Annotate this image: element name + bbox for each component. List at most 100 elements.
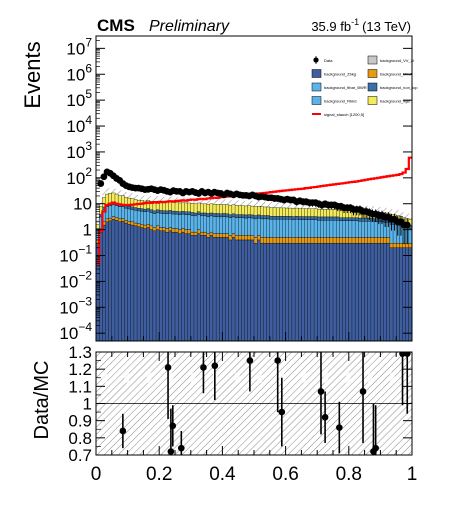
legend-label: background_non_top — [380, 85, 418, 90]
stack-bar-ttz — [345, 242, 350, 341]
stack-bar-triboson — [298, 216, 302, 220]
legend-label: background_Rbkd — [324, 99, 356, 104]
stack-bar-triboson — [212, 213, 217, 217]
stack-bar-ttz — [168, 230, 173, 341]
stack-bar-ttz — [354, 242, 359, 341]
stack-bar-ttz — [244, 239, 249, 341]
stack-bar-triboson — [196, 211, 201, 215]
stack-bar-triboson — [247, 214, 252, 218]
stack-bar-ttz — [329, 242, 334, 341]
stack-bar-tt_hard — [143, 211, 147, 226]
stack-bar-rare — [285, 207, 290, 217]
stack-bar-tt_hard — [260, 218, 264, 238]
stack-bar-tt_hard — [358, 221, 362, 238]
stack-bar-rare — [291, 208, 296, 217]
legend-entry-triboson: background_non_top — [367, 82, 418, 92]
stack-bar-tt_hard — [269, 219, 274, 238]
ratio-point — [119, 427, 127, 435]
y-tick-label: 10−1 — [59, 243, 92, 266]
stack-bar-rare — [184, 202, 189, 212]
stack-bar-ttz — [282, 242, 286, 341]
stack-bar-rare — [288, 207, 293, 217]
stack-bar-ttz — [275, 242, 280, 341]
stack-bar-tt_hard — [342, 220, 347, 238]
stack-bar-ttz — [342, 242, 347, 341]
y-tick-label: 10 — [73, 195, 92, 214]
stack-bar-triboson — [256, 214, 261, 219]
stack-bar-ttw — [351, 237, 356, 244]
stack-bar-triboson — [272, 216, 277, 220]
stack-bar-rare — [307, 208, 312, 217]
y-tick-label: 10−3 — [59, 294, 92, 317]
stack-bar-triboson — [294, 216, 299, 220]
stack-bar-triboson — [136, 208, 141, 212]
stack-bar-tt_hard — [196, 214, 201, 230]
stack-bar-triboson — [354, 217, 359, 221]
stack-bar-ttw — [168, 227, 173, 231]
ratio-point — [321, 413, 329, 421]
stack-bar-ttw — [323, 237, 328, 244]
stack-bar-ttz — [174, 231, 179, 341]
stack-bar-ttz — [323, 242, 328, 341]
legend-swatch — [367, 82, 378, 92]
stack-bar-triboson — [307, 216, 312, 220]
stack-bar-ttw — [206, 233, 211, 238]
stack-bar-ttz — [370, 242, 375, 341]
stack-bar-tt_hard — [177, 214, 182, 230]
stack-bar-rare — [253, 206, 258, 216]
stack-bar-tt_hard — [203, 215, 207, 233]
stack-bar-ttw — [114, 217, 119, 221]
stack-bar-triboson — [171, 210, 176, 215]
stack-bar-rare — [250, 205, 255, 216]
stack-bar-ttz — [386, 242, 391, 341]
stack-bar-tt_hard — [275, 219, 280, 238]
stack-bar-rare — [282, 207, 286, 217]
stack-bar-tt_hard — [241, 217, 245, 236]
stack-bar-ttw — [304, 237, 309, 244]
ratio-point — [211, 362, 219, 370]
legend-label: background_wjet — [380, 99, 411, 104]
stack-bar-tt_hard — [323, 220, 328, 238]
stack-bar-tt_hard — [364, 221, 369, 238]
stack-bar-rare — [310, 208, 315, 217]
stack-bar-triboson — [313, 216, 318, 220]
stack-bar-triboson — [190, 212, 195, 216]
stack-bar-tt_hard — [165, 213, 170, 229]
stack-bar-triboson — [177, 211, 182, 215]
stack-bar-ttw — [127, 221, 132, 225]
stack-bar-ttw — [181, 228, 185, 233]
stack-bar-ttz — [389, 247, 394, 341]
stack-bar-triboson — [310, 216, 315, 220]
stack-bar-tt_hard — [285, 219, 290, 238]
stack-bar-tt_hard — [130, 209, 135, 223]
stack-bar-tt_hard — [222, 216, 226, 234]
stack-bar-rare — [269, 207, 274, 217]
stack-bar-tt_hard — [266, 218, 271, 238]
stack-bar-ttw — [288, 237, 293, 244]
stack-bar-ttz — [291, 242, 296, 341]
stack-bar-ttw — [272, 237, 277, 244]
band-gap — [389, 372, 395, 383]
stack-bar-triboson — [358, 217, 362, 222]
stack-bar-triboson — [219, 213, 223, 218]
stack-bar-triboson — [250, 214, 255, 219]
stack-bar-tt_hard — [339, 220, 343, 238]
stack-bar-tt_hard — [114, 205, 119, 218]
stack-bar-rare — [301, 208, 305, 217]
legend-label: Data — [324, 58, 333, 63]
y-tick-label: 107 — [66, 35, 92, 58]
band-gap — [367, 372, 373, 383]
stack-bar-ttz — [203, 235, 207, 341]
stack-bar-rare — [326, 209, 331, 218]
stack-bar-rare — [260, 206, 264, 216]
stack-bar-triboson — [364, 217, 369, 222]
stack-bar-ttz — [105, 221, 110, 341]
legend-entry-rare: background_wjet — [367, 96, 411, 105]
ratio-y-tick-label: 1 — [83, 395, 92, 414]
data-point — [403, 221, 411, 229]
stack-bar-ttz — [200, 235, 204, 341]
legend-entry-wz: background_Rbkd — [311, 96, 356, 105]
legend-label: background_VV_3l — [380, 58, 414, 63]
stack-bar-ttz — [184, 233, 189, 341]
data-point — [100, 173, 108, 181]
